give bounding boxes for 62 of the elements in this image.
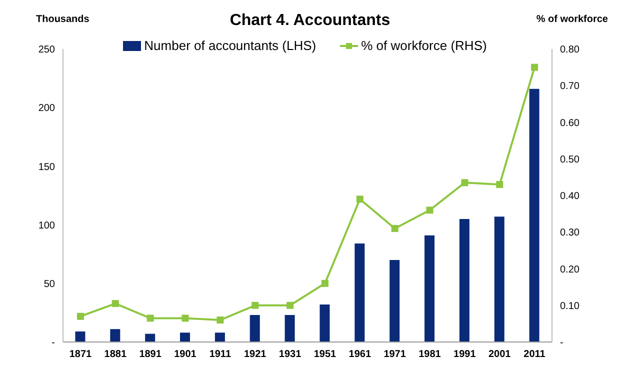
point: [182, 314, 189, 322]
x-tick-label: 1991: [454, 349, 476, 360]
legend-label: Number of accountants (LHS): [143, 38, 316, 53]
bar: [354, 244, 365, 342]
y-tick-label: 50: [44, 278, 56, 290]
point: [356, 196, 364, 203]
x-tick-label: 1981: [418, 349, 442, 360]
y2-tick-label: 0.20: [560, 264, 580, 276]
y2-tick-label: 0.60: [560, 118, 580, 129]
x-tick-label: 1911: [209, 349, 232, 360]
point: [76, 312, 84, 320]
bar: [284, 315, 295, 342]
x-tick-label: 1921: [244, 349, 267, 360]
y2-axis-title: % of workforce: [536, 14, 608, 25]
x-tick-label: 1881: [104, 349, 127, 360]
y2-tick-label: -: [560, 338, 564, 349]
y-axis-title: Thousands: [36, 14, 90, 25]
y-tick-label: -: [52, 338, 55, 349]
x-tick-label: 1961: [348, 349, 372, 360]
y-tick-label: 100: [38, 220, 56, 232]
bar: [110, 329, 120, 342]
x-tick-label: 1891: [139, 349, 162, 360]
x-tick-label: 1901: [174, 349, 197, 360]
y-tick-label: 250: [38, 44, 56, 56]
x-tick-label: 1931: [278, 349, 302, 360]
x-tick-label: 2011: [524, 349, 546, 360]
bar: [214, 332, 225, 342]
chart-title: Chart 4. Accountants: [230, 12, 390, 29]
x-tick-label: 1971: [384, 349, 406, 360]
y2-tick-label: 0.40: [560, 191, 580, 202]
point: [321, 280, 328, 287]
bar: [390, 260, 400, 342]
point: [112, 300, 119, 308]
y2-tick-label: 0.80: [560, 44, 580, 56]
point: [286, 302, 294, 309]
bar: [75, 331, 86, 342]
bar: [459, 218, 470, 342]
legend-label: % of workforce (RHS): [360, 38, 487, 53]
bar: [180, 332, 190, 342]
point: [146, 314, 154, 322]
y-tick-label: 200: [38, 103, 56, 114]
y2-tick-label: 0.10: [560, 300, 580, 312]
x-tick-label: 2001: [488, 349, 512, 360]
y2-tick-label: 0.50: [560, 154, 580, 166]
bar: [250, 315, 260, 342]
x-tick-label: 1951: [314, 349, 337, 360]
bar: [145, 334, 156, 342]
y2-tick-label: 0.30: [560, 228, 580, 239]
y2-tick-label: 0.70: [560, 81, 580, 92]
point: [496, 181, 504, 188]
point: [252, 302, 259, 309]
bar: [529, 88, 540, 342]
y-tick-label: 150: [38, 162, 56, 173]
x-tick-label: 1871: [69, 349, 92, 360]
bar: [320, 304, 330, 342]
point: [531, 64, 538, 71]
bar: [494, 216, 504, 342]
point: [426, 206, 434, 214]
point: [391, 224, 398, 232]
bar: [424, 235, 435, 342]
point: [216, 316, 224, 324]
point: [461, 179, 468, 186]
